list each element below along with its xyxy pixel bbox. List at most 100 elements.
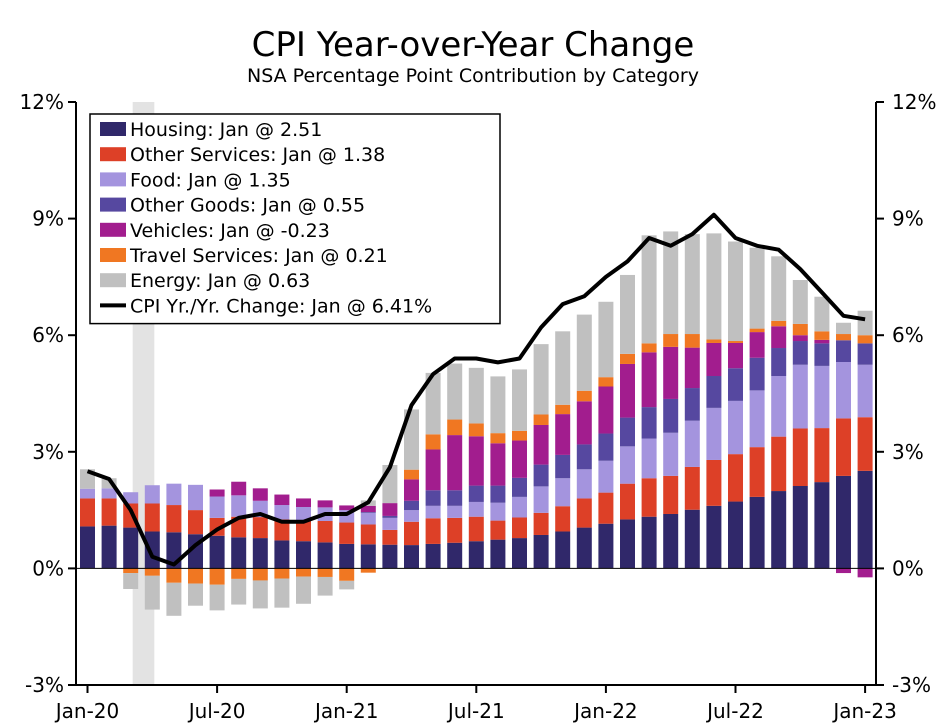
bar-food-mar-20 [123, 492, 139, 504]
legend-swatch-food [100, 172, 126, 187]
bar-energy-may-21 [425, 372, 441, 435]
bar-energy-mar-22 [641, 235, 657, 344]
bar-energy-oct-20 [274, 578, 290, 608]
axes: 12% 12%9% 9%6% 6%3% 3%0% 0%-3% -3%Jan-20 Jul-20… [20, 90, 937, 723]
legend-swatch-other-services [100, 147, 126, 162]
bar-other-goods-mar-22 [641, 407, 657, 439]
bar-travel-services-nov-20 [296, 568, 311, 577]
bar-housing-apr-22 [663, 513, 679, 569]
y-tick-label-right: 3% [892, 440, 924, 464]
bar-other-services-jan-20 [80, 498, 95, 527]
bar-food-aug-20 [231, 495, 247, 517]
bar-food-feb-22 [620, 446, 635, 484]
bar-other-services-apr-20 [144, 503, 160, 532]
legend-swatch-housing [100, 122, 126, 136]
bar-other-services-oct-20 [274, 519, 290, 541]
bar-other-services-sep-21 [512, 517, 527, 539]
bar-food-jul-20 [209, 496, 225, 518]
x-tick-label: Jan-23 [831, 699, 897, 723]
bar-vehicles-mar-21 [382, 503, 398, 516]
bar-travel-services-may-22 [684, 334, 700, 348]
bar-other-services-feb-20 [101, 498, 117, 526]
bar-housing-jan-21 [339, 543, 355, 569]
y-tick-label-right: 6% [892, 323, 924, 347]
legend: Housing: Jan @ 2.51 Other Services: Jan @… [89, 113, 501, 325]
bar-other-goods-apr-21 [404, 500, 419, 511]
bar-vehicles-mar-22 [641, 352, 657, 408]
bar-other-services-sep-22 [771, 436, 787, 492]
bar-vehicles-dec-20 [317, 500, 333, 508]
bar-other-services-jan-23 [857, 417, 873, 471]
bar-vehicles-nov-22 [814, 339, 830, 344]
bar-other-services-nov-21 [555, 506, 571, 532]
legend-label-cpi-line: CPI Yr./Yr. Change: Jan @ 6.41% [130, 295, 432, 317]
bar-food-sep-22 [771, 376, 787, 437]
bar-other-goods-jun-21 [447, 490, 463, 506]
bar-food-oct-22 [792, 364, 808, 429]
bar-other-services-jan-22 [598, 492, 614, 524]
bar-other-services-jul-22 [728, 454, 743, 502]
bar-travel-services-jan-23 [857, 335, 873, 344]
bar-energy-aug-21 [490, 376, 506, 434]
bar-other-services-nov-22 [814, 428, 830, 483]
bar-vehicles-feb-22 [620, 363, 635, 418]
bar-food-feb-21 [360, 512, 376, 525]
bar-vehicles-aug-20 [231, 481, 247, 496]
bar-vehicles-dec-21 [576, 401, 592, 445]
bar-energy-apr-22 [663, 231, 679, 335]
bar-other-goods-nov-22 [814, 343, 830, 366]
bar-other-services-may-21 [425, 518, 441, 544]
bar-other-goods-jan-22 [598, 433, 614, 461]
bar-energy-aug-22 [749, 247, 765, 329]
bar-energy-jul-22 [728, 241, 743, 342]
bar-travel-services-may-20 [166, 568, 182, 583]
legend-swatch-energy [100, 273, 126, 288]
x-tick-label: Jul-22 [705, 699, 764, 723]
legend-box [89, 113, 501, 325]
bar-other-services-aug-21 [490, 520, 506, 540]
bar-other-services-mar-21 [382, 529, 398, 545]
bar-food-nov-22 [814, 365, 830, 429]
bar-energy-aug-20 [231, 578, 247, 605]
bar-other-services-aug-22 [749, 447, 765, 497]
bar-food-apr-22 [663, 432, 679, 476]
bar-other-services-may-20 [166, 505, 182, 533]
legend-swatch-other-goods [100, 197, 126, 212]
bar-housing-nov-20 [296, 541, 311, 569]
bar-other-goods-feb-22 [620, 417, 635, 447]
bars [80, 231, 873, 616]
bar-energy-oct-21 [533, 344, 549, 415]
bar-vehicles-jan-22 [598, 386, 614, 434]
bar-vehicles-nov-21 [555, 414, 571, 455]
bar-food-jan-20 [80, 488, 95, 499]
y-tick-label-left: -3% [25, 673, 64, 697]
bar-food-oct-21 [533, 486, 549, 513]
bar-food-apr-21 [404, 510, 419, 522]
bar-travel-services-nov-22 [814, 331, 830, 340]
bar-other-goods-may-21 [425, 490, 441, 506]
legend-swatch-vehicles [100, 222, 126, 237]
bar-energy-nov-22 [814, 296, 830, 332]
bar-food-apr-20 [144, 485, 160, 504]
bar-energy-jul-20 [209, 584, 225, 611]
cpi-yoy-line [86, 212, 866, 567]
bar-housing-mar-20 [123, 527, 139, 569]
bar-energy-jun-22 [706, 233, 722, 340]
bar-other-services-apr-21 [404, 521, 419, 546]
y-tick-label-right: 12% [892, 90, 936, 114]
bar-vehicles-jul-21 [468, 436, 484, 486]
bar-food-nov-20 [296, 506, 311, 521]
bar-housing-nov-22 [814, 482, 830, 569]
bar-housing-jun-22 [706, 505, 722, 569]
bar-housing-feb-21 [360, 544, 376, 569]
bar-food-may-22 [684, 420, 700, 467]
bar-other-services-sep-20 [252, 517, 268, 539]
bar-other-services-jun-20 [188, 510, 203, 535]
bar-food-jun-20 [188, 484, 203, 511]
bar-housing-dec-20 [317, 542, 333, 569]
legend-label-travel-services: Travel Services: Jan @ 0.21 [129, 245, 388, 267]
bar-housing-nov-21 [555, 531, 571, 569]
x-tick-label: Jul-20 [187, 699, 246, 723]
bar-travel-services-aug-21 [490, 433, 506, 444]
bar-energy-dec-22 [836, 322, 851, 335]
